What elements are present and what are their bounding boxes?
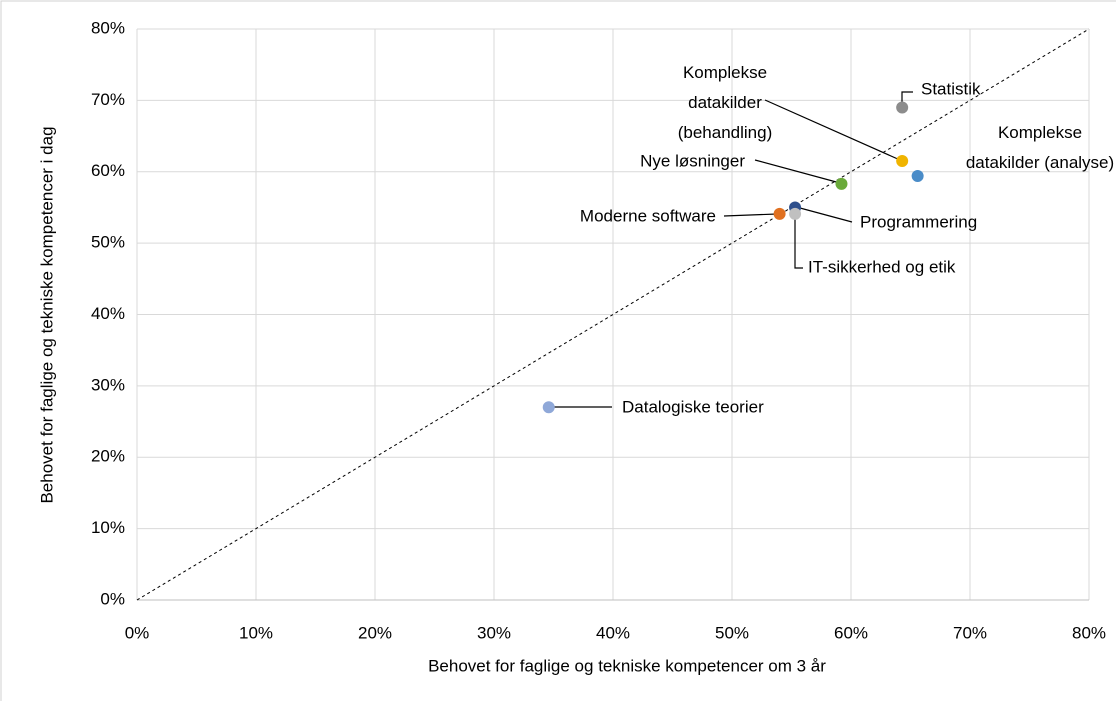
x-tick-label: 50% xyxy=(715,623,749,642)
point xyxy=(789,207,802,220)
x-tick-label: 60% xyxy=(834,623,868,642)
x-tick-label: 80% xyxy=(1072,623,1106,642)
y-tick-label: 50% xyxy=(91,233,125,252)
point xyxy=(773,207,786,220)
point-label: Komplekse datakilder (analyse) xyxy=(966,123,1114,172)
leader-line xyxy=(799,207,853,223)
y-tick-label: 70% xyxy=(91,90,125,109)
x-tick-label: 70% xyxy=(953,623,987,642)
diagonal xyxy=(136,28,1090,601)
y-tick-label: 20% xyxy=(91,447,125,466)
leader-line xyxy=(794,217,803,269)
point-label: Statistik xyxy=(921,79,981,98)
point-label: Moderne software xyxy=(580,206,716,225)
point xyxy=(896,155,909,168)
point-label: Programmering xyxy=(860,212,977,231)
y-tick-label: 30% xyxy=(91,375,125,394)
y-tick-label: 80% xyxy=(91,18,125,37)
point-label: IT-sikkerhed og etik xyxy=(808,257,956,276)
point-label: Nye løsninger xyxy=(640,151,745,170)
point-label: Komplekse datakilder (behandling) xyxy=(678,63,773,142)
y-axis-label: Behovet for faglige og tekniske kompeten… xyxy=(37,126,56,503)
point xyxy=(542,401,555,414)
x-tick-label: 0% xyxy=(125,623,150,642)
y-tick-label: 0% xyxy=(100,589,125,608)
leader-line xyxy=(754,159,841,184)
x-tick-label: 10% xyxy=(239,623,273,642)
y-tick-label: 60% xyxy=(91,161,125,180)
x-tick-label: 40% xyxy=(596,623,630,642)
x-tick-label: 30% xyxy=(477,623,511,642)
leader-line xyxy=(723,213,778,217)
point xyxy=(835,177,848,190)
point xyxy=(896,101,909,114)
point xyxy=(911,170,924,183)
point-label: Datalogiske teorier xyxy=(622,397,764,416)
leader-line xyxy=(764,99,901,161)
x-axis-label: Behovet for faglige og tekniske kompeten… xyxy=(428,656,826,675)
y-tick-label: 40% xyxy=(91,304,125,323)
y-tick-label: 10% xyxy=(91,518,125,537)
x-tick-label: 20% xyxy=(358,623,392,642)
leader-line xyxy=(901,91,913,104)
